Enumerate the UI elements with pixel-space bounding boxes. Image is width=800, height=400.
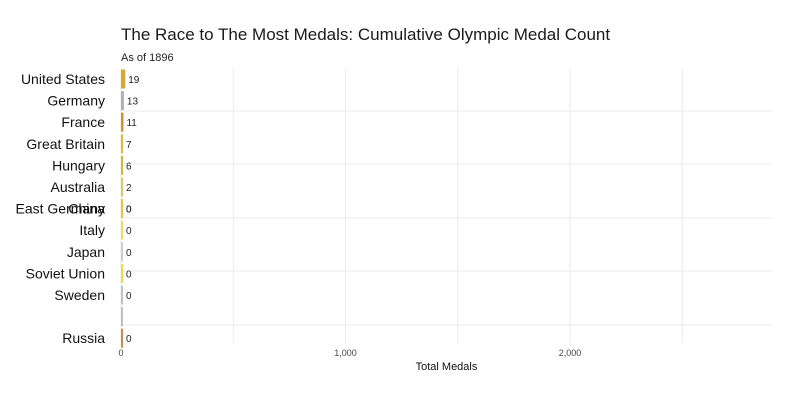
data-label: 19 (128, 75, 140, 86)
x-axis-label: Total Medals (416, 361, 478, 373)
bar (121, 91, 124, 111)
bar (121, 242, 123, 262)
chart-subtitle: As of 1896 (121, 52, 174, 64)
category-label: Soviet Union (26, 265, 105, 281)
category-label: Great Britain (26, 136, 105, 152)
category-label: Australia (51, 179, 106, 195)
x-tick-label: 0 (118, 348, 123, 358)
data-label: 2 (126, 183, 132, 194)
bar (121, 220, 123, 240)
bar (121, 328, 123, 348)
data-label: 6 (126, 161, 132, 172)
data-label: 0 (126, 205, 132, 216)
category-label: Russia (62, 330, 105, 346)
category-label: China (68, 201, 105, 217)
category-label: Germany (47, 93, 105, 109)
x-tick-label: 2,000 (559, 348, 582, 358)
data-label: 13 (127, 97, 139, 108)
bar (121, 134, 123, 154)
data-label: 0 (126, 269, 132, 280)
bar (121, 307, 123, 327)
bar (121, 177, 123, 197)
x-tick-label: 1,000 (334, 348, 357, 358)
bar (121, 69, 126, 89)
category-label: Japan (67, 244, 105, 260)
category-label: France (61, 114, 105, 130)
category-label: Italy (79, 222, 105, 238)
category-label: East Germany (16, 201, 105, 217)
data-label: 7 (126, 140, 132, 151)
data-label: 0 (126, 291, 132, 302)
data-label: 0 (126, 226, 132, 237)
bar (121, 112, 124, 132)
data-label: 0 (126, 334, 132, 345)
category-label: Sweden (54, 287, 105, 303)
data-label: 0 (126, 205, 132, 216)
bar (121, 263, 123, 283)
bar (121, 285, 123, 305)
category-label: United States (21, 71, 105, 87)
data-label: 11 (126, 118, 137, 129)
bar (121, 155, 123, 175)
bar (121, 199, 123, 219)
category-label: Hungary (52, 157, 105, 173)
chart-title: The Race to The Most Medals: Cumulative … (121, 25, 611, 44)
data-label: 0 (126, 248, 132, 259)
